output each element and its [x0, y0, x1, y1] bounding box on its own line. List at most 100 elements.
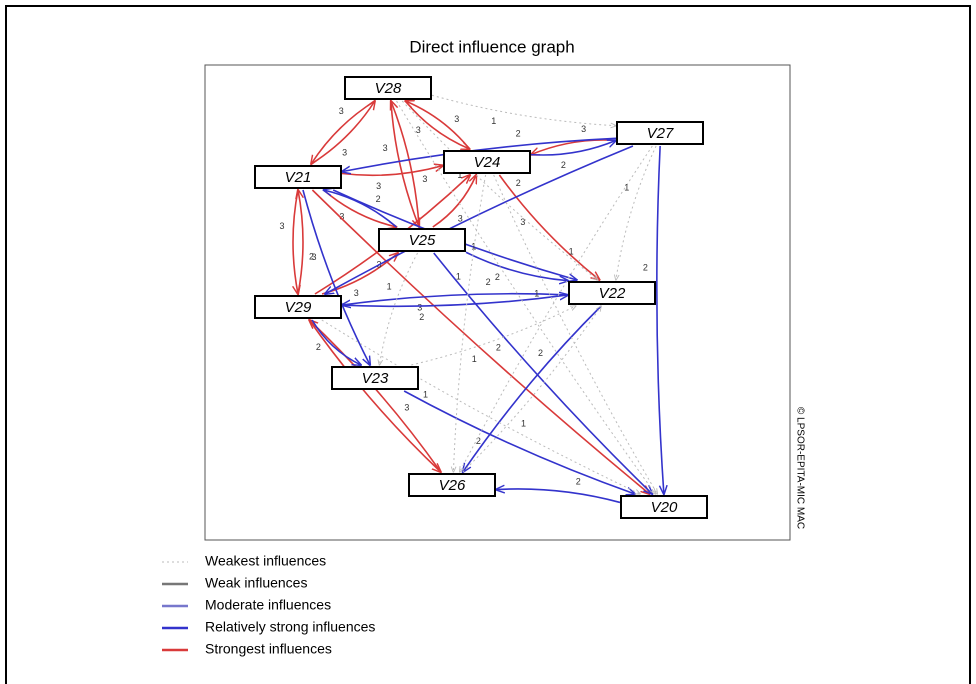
edge-weight: 1 — [534, 288, 539, 298]
edge-weight: 1 — [456, 272, 461, 282]
edge-weight: 2 — [376, 194, 381, 204]
edge — [530, 140, 616, 156]
edge — [341, 295, 568, 308]
edge-weight: 3 — [279, 221, 284, 231]
edge — [453, 174, 487, 472]
edge-weight: 1 — [387, 281, 392, 291]
copyright: © LPSOR-EPITA-MIC MAC — [794, 407, 805, 529]
node-box — [408, 473, 496, 497]
edge — [462, 306, 601, 473]
edge-weight: 3 — [458, 213, 463, 223]
legend-label: Weak influences — [205, 575, 307, 591]
edge-weight: 3 — [454, 114, 459, 124]
edge — [391, 101, 420, 228]
legend-label: Relatively strong influences — [205, 619, 375, 635]
edge-weight: 1 — [491, 116, 496, 126]
edge-weight: 3 — [354, 288, 359, 298]
edge — [311, 100, 376, 164]
edge — [401, 100, 598, 280]
edge-weight: 2 — [476, 436, 481, 446]
node-label: V29 — [285, 299, 312, 316]
edge-weight: 2 — [561, 160, 566, 170]
edge-weight: 2 — [486, 277, 491, 287]
edge — [311, 319, 361, 365]
edge — [325, 145, 634, 294]
edge — [465, 251, 568, 280]
edge — [379, 252, 419, 365]
node-label: V26 — [439, 477, 466, 494]
node-label: V28 — [375, 80, 402, 97]
edge — [404, 100, 469, 149]
edge-weight: 2 — [643, 262, 648, 272]
edge-weight: 3 — [383, 143, 388, 153]
edge — [616, 145, 657, 280]
node-box — [344, 76, 432, 100]
legend: Weakest influences Weak influences Moderat… — [162, 553, 375, 657]
node-label: V27 — [647, 125, 674, 142]
edge-weight: 1 — [423, 389, 428, 399]
edge — [311, 189, 649, 494]
node-label: V20 — [651, 499, 678, 516]
edge-weight: 2 — [538, 348, 543, 358]
edge — [496, 489, 621, 504]
edge — [390, 100, 419, 227]
edge — [293, 189, 298, 294]
edge — [403, 390, 635, 494]
edge — [463, 305, 602, 472]
edge — [656, 145, 664, 494]
node-box — [254, 165, 342, 189]
edge-weight: 2 — [309, 251, 314, 261]
edge-weight: 3 — [339, 106, 344, 116]
edge-weight: 2 — [495, 272, 500, 282]
node-label: V21 — [285, 169, 312, 186]
edge — [342, 292, 569, 305]
node-box — [331, 366, 419, 390]
edge-weight: 1 — [457, 170, 462, 180]
edge-weight: 3 — [422, 174, 427, 184]
edge-weight: 1 — [569, 246, 574, 256]
edge-weight: 3 — [339, 212, 344, 222]
edge-weight: 2 — [316, 342, 321, 352]
legend-label: Moderate influences — [205, 597, 331, 613]
edge-weight: 1 — [471, 242, 476, 252]
edge-weight: 2 — [496, 342, 501, 352]
edge — [411, 306, 576, 366]
edge-weight: 3 — [417, 303, 422, 313]
edge-weight: 1 — [521, 419, 526, 429]
edge — [321, 319, 640, 494]
edge — [308, 319, 441, 472]
edge-weight: 2 — [576, 476, 581, 486]
title: Direct influence graph — [409, 37, 574, 56]
edge — [324, 190, 397, 228]
node-label: V22 — [599, 285, 626, 302]
edge — [493, 174, 658, 494]
node-box — [568, 281, 656, 305]
node-box — [254, 295, 342, 319]
edge-weight: 3 — [404, 403, 409, 413]
edge-weight: 3 — [311, 252, 316, 262]
node-label: V24 — [474, 154, 501, 171]
edge — [396, 100, 656, 494]
edge-weight: 2 — [516, 128, 521, 138]
node-label: V23 — [362, 370, 389, 387]
edge-weight: 1 — [624, 183, 629, 193]
edge-weight: 3 — [581, 124, 586, 134]
nodes: V28 V27 V24 V21 V25 V22 V29 V23 V26 V20 — [254, 76, 708, 519]
edge — [341, 165, 443, 177]
edge-weight: 3 — [342, 148, 347, 158]
edge-weight: 3 — [416, 125, 421, 135]
edge — [309, 320, 442, 473]
edge — [498, 174, 599, 280]
edge-weight: 3 — [376, 181, 381, 191]
node-box — [620, 495, 708, 519]
edge-weight: 2 — [419, 312, 424, 322]
edge-weight: 3 — [520, 217, 525, 227]
node-label: V25 — [409, 232, 436, 249]
edge — [460, 145, 653, 472]
edge — [298, 190, 303, 295]
edge — [433, 252, 652, 494]
edge — [432, 175, 476, 228]
node-box — [616, 121, 704, 145]
edge — [302, 189, 370, 365]
